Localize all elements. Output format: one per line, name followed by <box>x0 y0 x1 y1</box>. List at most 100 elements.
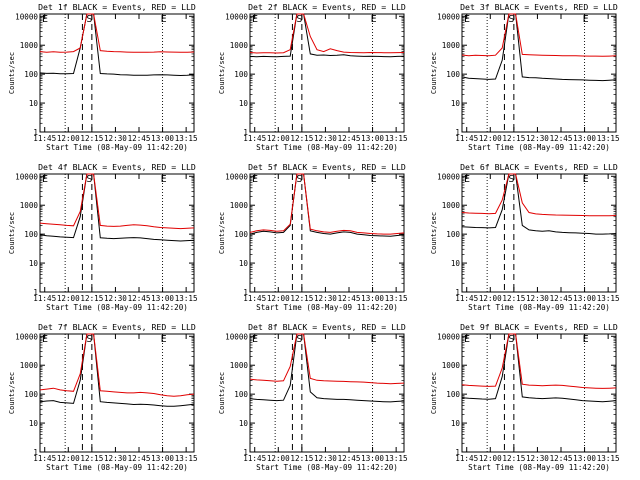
p2-plot-frame <box>249 13 405 133</box>
p7-y-tick-label-2: 100 <box>24 390 38 399</box>
p5-x-tick-label-2: 12:15 <box>290 294 313 303</box>
p8-x-tick-label-2: 12:15 <box>290 454 313 463</box>
p5-x-tick-label-6: 13:15 <box>385 294 408 303</box>
p8-marker-2: E <box>371 334 377 345</box>
p2-x-tick-label-1: 12:00 <box>267 134 290 143</box>
p2-x-axis-label: Start Time (08-May-09 11:42:20) <box>256 143 398 152</box>
p9-y-axis-label: Counts/sec <box>430 372 438 414</box>
p6-y-axis-label: Counts/sec <box>430 212 438 254</box>
p5-x-tick-label-3: 12:30 <box>314 294 337 303</box>
p5-series-lld-line <box>249 173 405 235</box>
p8-marker-1: S <box>296 334 302 345</box>
p2-y-tick-label-0: 1 <box>243 128 248 137</box>
p6-y-tick-label-4: 10000 <box>437 172 460 181</box>
p8-title: Det 8f BLACK = Events, RED = LLD <box>248 322 406 332</box>
p1-series-lld-line <box>39 13 195 53</box>
p2-marker-0: E <box>252 14 258 25</box>
p7-x-tick-label-0: 11:45 <box>33 454 56 463</box>
p8-x-tick-label-4: 12:45 <box>338 454 361 463</box>
p8-y-tick-label-0: 1 <box>243 448 248 457</box>
p1-y-tick-label-4: 10000 <box>15 12 38 21</box>
p5-y-tick-label-2: 100 <box>234 230 248 239</box>
p5-y-axis-label: Counts/sec <box>218 212 226 254</box>
p3-x-tick-label-5: 13:00 <box>573 134 596 143</box>
p7-y-tick-label-1: 10 <box>29 419 39 428</box>
p2-y-tick-label-1: 10 <box>239 99 249 108</box>
p5-y-tick-label-0: 1 <box>243 288 248 297</box>
p7-y-tick-label-4: 10000 <box>15 332 38 341</box>
p9-x-tick-label-6: 13:15 <box>597 454 620 463</box>
p2-x-tick-label-5: 13:00 <box>361 134 384 143</box>
p5-plot-frame <box>249 173 405 293</box>
p2-x-tick-label-4: 12:45 <box>338 134 361 143</box>
p9-marker-1: S <box>508 334 514 345</box>
p4-series-events-line <box>39 173 195 242</box>
p1-marker-1: S <box>86 14 92 25</box>
p4-y-tick-label-1: 10 <box>29 259 39 268</box>
p7-y-tick-label-3: 1000 <box>20 361 39 370</box>
p7-series-events-line <box>39 333 195 407</box>
p3-series-lld-line <box>461 13 617 57</box>
p9-x-axis-label: Start Time (08-May-09 11:42:20) <box>468 463 610 472</box>
p6-x-tick-label-0: 11:45 <box>455 294 478 303</box>
p9-y-tick-label-1: 10 <box>451 419 461 428</box>
p2-y-tick-label-4: 10000 <box>225 12 248 21</box>
p3-y-tick-label-2: 100 <box>446 70 460 79</box>
p1-x-tick-label-3: 12:30 <box>104 134 127 143</box>
p3-marker-1: S <box>508 14 514 25</box>
p3-y-tick-label-0: 1 <box>455 128 460 137</box>
p3-title: Det 3f BLACK = Events, RED = LLD <box>460 2 618 12</box>
p9-plot-frame <box>461 333 617 453</box>
p8-x-axis-label: Start Time (08-May-09 11:42:20) <box>256 463 398 472</box>
p8-x-tick-label-0: 11:45 <box>243 454 266 463</box>
p1-plot-frame <box>39 13 195 133</box>
p4-x-tick-label-2: 12:15 <box>80 294 103 303</box>
p6-x-tick-label-5: 13:00 <box>573 294 596 303</box>
p2-x-tick-label-3: 12:30 <box>314 134 337 143</box>
p7-series-lld-line <box>39 333 195 397</box>
p3-marker-0: E <box>464 14 470 25</box>
p3-x-tick-label-0: 11:45 <box>455 134 478 143</box>
p7-x-tick-label-1: 12:00 <box>57 454 80 463</box>
p6-x-axis-label: Start Time (08-May-09 11:42:20) <box>468 303 610 312</box>
p7-title: Det 7f BLACK = Events, RED = LLD <box>38 322 196 332</box>
p9-x-tick-label-2: 12:15 <box>502 454 525 463</box>
p3-plot-frame <box>461 13 617 133</box>
p6-y-tick-label-2: 100 <box>446 230 460 239</box>
p6-x-tick-label-3: 12:30 <box>526 294 549 303</box>
p4-y-tick-label-4: 10000 <box>15 172 38 181</box>
p7-marker-1: S <box>86 334 92 345</box>
p1-series-events-line <box>39 13 195 77</box>
p1-x-tick-label-4: 12:45 <box>128 134 151 143</box>
p9-y-tick-label-0: 1 <box>455 448 460 457</box>
p3-x-axis-label: Start Time (08-May-09 11:42:20) <box>468 143 610 152</box>
p8-y-tick-label-2: 100 <box>234 390 248 399</box>
p4-x-tick-label-6: 13:15 <box>175 294 198 303</box>
p1-marker-2: E <box>161 14 167 25</box>
p6-x-tick-label-2: 12:15 <box>502 294 525 303</box>
p6-title: Det 6f BLACK = Events, RED = LLD <box>460 162 618 172</box>
p2-y-tick-label-2: 100 <box>234 70 248 79</box>
p8-x-tick-label-6: 13:15 <box>385 454 408 463</box>
p6-plot-frame <box>461 173 617 293</box>
p8-series-events-line <box>249 333 405 403</box>
p2-x-tick-label-0: 11:45 <box>243 134 266 143</box>
p9-y-tick-label-2: 100 <box>446 390 460 399</box>
p6-series-lld-line <box>461 173 617 217</box>
p5-title: Det 5f BLACK = Events, RED = LLD <box>248 162 406 172</box>
p5-x-axis-label: Start Time (08-May-09 11:42:20) <box>256 303 398 312</box>
p7-x-tick-label-4: 12:45 <box>128 454 151 463</box>
p4-series-lld-line <box>39 173 195 230</box>
p5-y-tick-label-1: 10 <box>239 259 249 268</box>
p7-y-axis-label: Counts/sec <box>8 372 16 414</box>
p5-x-tick-label-5: 13:00 <box>361 294 384 303</box>
p6-marker-0: E <box>464 174 470 185</box>
p9-x-tick-label-5: 13:00 <box>573 454 596 463</box>
p9-x-tick-label-0: 11:45 <box>455 454 478 463</box>
p8-y-tick-label-1: 10 <box>239 419 249 428</box>
p1-x-axis-label: Start Time (08-May-09 11:42:20) <box>46 143 188 152</box>
p9-y-tick-label-3: 1000 <box>442 361 461 370</box>
p8-y-tick-label-4: 10000 <box>225 332 248 341</box>
p7-x-tick-label-5: 13:00 <box>151 454 174 463</box>
p8-x-tick-label-5: 13:00 <box>361 454 384 463</box>
